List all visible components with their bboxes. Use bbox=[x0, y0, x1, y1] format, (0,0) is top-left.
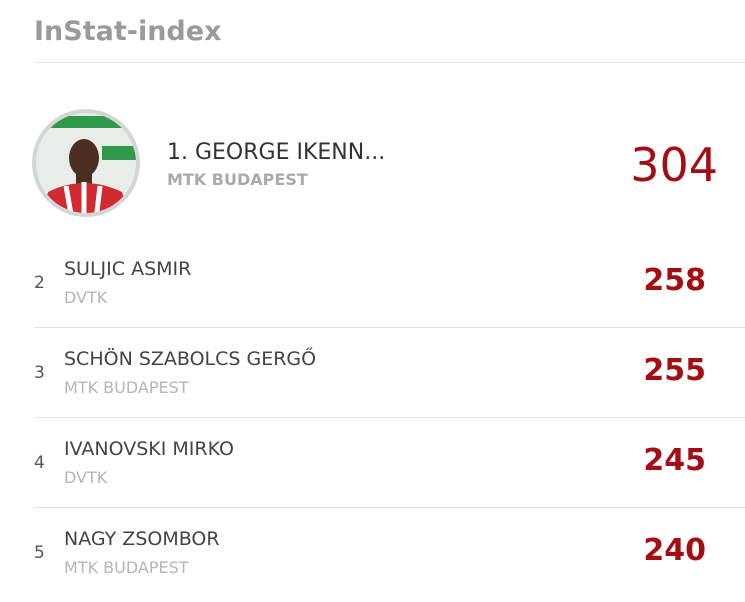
rank: 5 bbox=[34, 543, 45, 563]
leader-name: 1. GEORGE IKENN... bbox=[167, 140, 386, 165]
score: 255 bbox=[643, 353, 706, 388]
row-divider bbox=[34, 327, 745, 328]
leader-photo bbox=[32, 109, 140, 217]
player-name: SCHÖN SZABOLCS GERGŐ bbox=[64, 348, 317, 370]
widget-title: InStat-index bbox=[34, 16, 222, 47]
row-divider bbox=[34, 507, 745, 508]
rank: 2 bbox=[34, 273, 45, 293]
score: 258 bbox=[643, 263, 706, 298]
player-name: IVANOVSKI MIRKO bbox=[64, 438, 234, 460]
team-name: DVTK bbox=[64, 288, 108, 307]
player-name: SULJIC ASMIR bbox=[64, 258, 192, 280]
team-name: MTK BUDAPEST bbox=[64, 558, 189, 577]
leader-team: MTK BUDAPEST bbox=[167, 170, 308, 189]
score: 240 bbox=[643, 533, 706, 568]
divider bbox=[34, 62, 745, 63]
row-divider bbox=[34, 417, 745, 418]
rank: 4 bbox=[34, 453, 45, 473]
team-name: MTK BUDAPEST bbox=[64, 378, 189, 397]
player-name: NAGY ZSOMBOR bbox=[64, 528, 220, 550]
leader-score: 304 bbox=[630, 138, 718, 192]
team-name: DVTK bbox=[64, 468, 108, 487]
score: 245 bbox=[643, 443, 706, 478]
rank: 3 bbox=[34, 363, 45, 383]
